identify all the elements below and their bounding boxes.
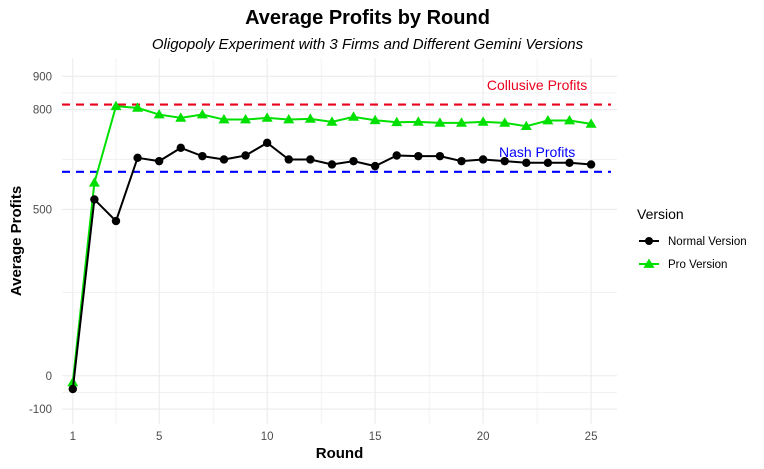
- y-tick-label: 800: [33, 105, 52, 117]
- data-point: [304, 113, 316, 123]
- y-tick-label: -100: [29, 404, 52, 416]
- data-point: [175, 112, 187, 122]
- data-point: [565, 158, 574, 168]
- series-line: [71, 141, 592, 390]
- data-point: [88, 177, 100, 187]
- data-point: [261, 112, 273, 122]
- data-point: [542, 115, 554, 125]
- data-point: [218, 114, 230, 124]
- data-point: [585, 118, 597, 128]
- data-point: [133, 153, 142, 163]
- data-point: [369, 114, 381, 125]
- data-point: [435, 151, 445, 161]
- legend-title: Version: [637, 206, 684, 222]
- y-tick-label: 0: [46, 371, 52, 383]
- data-point: [414, 151, 423, 161]
- chart-title: Average Profits by Round: [245, 7, 490, 29]
- data-point: [176, 143, 185, 153]
- series-layer: [67, 100, 597, 394]
- data-point: [520, 120, 532, 131]
- data-point: [132, 102, 144, 112]
- data-point: [586, 160, 596, 169]
- data-point: [392, 151, 401, 160]
- data-point: [370, 161, 380, 171]
- legend-key-marker: [643, 258, 655, 268]
- data-point: [219, 155, 229, 164]
- data-point: [563, 115, 575, 125]
- legend-key-marker: [645, 237, 653, 245]
- data-point: [198, 151, 207, 161]
- data-point: [543, 158, 553, 168]
- data-point: [154, 156, 164, 166]
- x-tick-label: 25: [585, 431, 598, 443]
- x-axis-title: Round: [316, 445, 363, 462]
- data-point: [241, 151, 250, 160]
- data-point: [348, 111, 360, 121]
- data-point: [196, 109, 208, 119]
- data-point: [153, 109, 165, 119]
- y-tick-label: 500: [33, 204, 52, 216]
- data-point: [326, 116, 338, 126]
- legend-label: Pro Version: [668, 259, 727, 271]
- x-tick-label: 10: [261, 431, 274, 443]
- legend-label: Normal Version: [668, 236, 747, 248]
- data-point: [391, 116, 403, 127]
- data-point: [240, 114, 252, 124]
- x-tick-label: 5: [156, 431, 162, 443]
- data-point: [68, 384, 77, 394]
- data-point: [522, 158, 531, 168]
- y-tick-label: 900: [33, 71, 52, 83]
- x-tick-label: 1: [70, 431, 76, 443]
- chart-subtitle: Oligopoly Experiment with 3 Firms and Di…: [152, 36, 584, 53]
- data-point: [434, 117, 446, 127]
- data-point: [457, 156, 466, 166]
- reference-lines: Collusive Profits Nash Profits: [62, 77, 611, 173]
- data-point: [283, 114, 295, 124]
- data-point: [349, 156, 358, 166]
- data-point: [306, 155, 315, 164]
- data-point: [478, 155, 488, 164]
- data-point: [477, 116, 489, 126]
- data-point: [262, 138, 272, 148]
- grid: [62, 58, 617, 424]
- data-point: [456, 117, 468, 127]
- data-point: [284, 155, 293, 164]
- reference-label: Collusive Profits: [487, 77, 587, 93]
- data-point: [111, 216, 121, 226]
- x-tick-label: 20: [477, 431, 490, 443]
- x-tick-label: 15: [369, 431, 382, 443]
- data-point: [500, 156, 509, 166]
- data-point: [327, 160, 337, 169]
- reference-label: Nash Profits: [499, 144, 575, 160]
- data-point: [110, 100, 122, 111]
- y-axis-title: Average Profits: [8, 186, 25, 296]
- data-point: [90, 195, 99, 204]
- data-point: [499, 117, 511, 127]
- data-point: [412, 116, 424, 126]
- legend: Version Normal Version Pro Version: [637, 206, 747, 271]
